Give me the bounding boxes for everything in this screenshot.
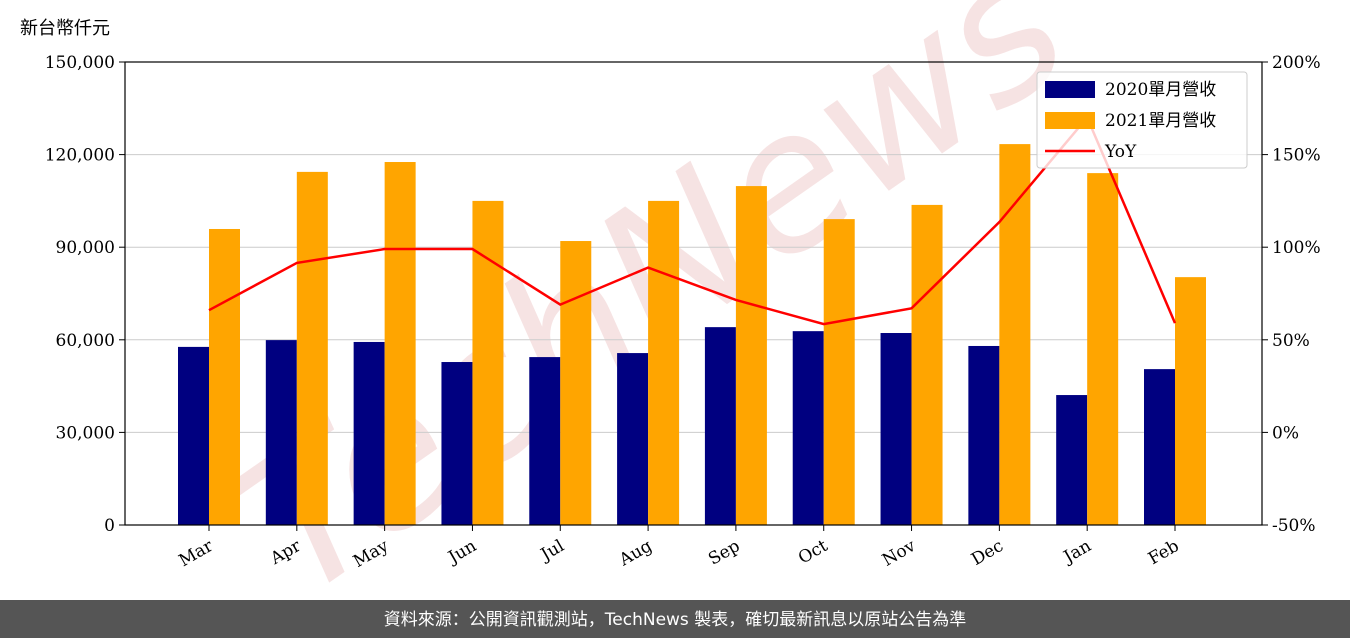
bar (178, 346, 209, 525)
y2-tick-label: 200% (1272, 53, 1321, 73)
x-tick-label: Sep (705, 536, 743, 570)
footer: 資料來源：公開資訊觀測站，TechNews 製表，確切最新訊息以原站公告為準 (384, 610, 966, 630)
bar (617, 353, 649, 525)
y2-tick-label: 50% (1272, 331, 1310, 351)
x-tick-label: Dec (968, 536, 1007, 570)
legend-swatch (1045, 81, 1095, 98)
x-tick-label: Jul (536, 536, 568, 566)
plot-frame (124, 61, 1263, 526)
bar (648, 200, 680, 525)
legend-label: 2020單月營收 (1105, 80, 1216, 100)
x-tick-label: Jan (1059, 536, 1095, 568)
footer-bar (0, 600, 1350, 638)
y-tick-label: 30,000 (56, 423, 115, 443)
bar (353, 341, 385, 525)
y-tick-label: 0 (104, 516, 115, 536)
bar (384, 162, 416, 525)
x-tick-label: Feb (1145, 536, 1183, 569)
bar (968, 345, 1000, 525)
y-tick-label: 90,000 (56, 238, 115, 258)
x-tick-label: Aug (615, 536, 656, 571)
bar (265, 340, 297, 525)
bar (880, 333, 912, 525)
x-tick-label: Nov (879, 536, 919, 571)
y2-tick-label: 0% (1272, 423, 1299, 443)
bar (704, 327, 736, 525)
line (208, 115, 1177, 326)
x-tick-label: Mar (176, 536, 218, 572)
y2-tick-label: 100% (1272, 238, 1321, 258)
bar (1056, 395, 1088, 525)
bar (529, 357, 561, 525)
bar (296, 171, 328, 526)
bar (472, 200, 504, 525)
bar (1087, 173, 1119, 525)
y-tick-label: 60,000 (56, 331, 115, 351)
bar (209, 228, 240, 526)
y-axis-unit: 新台幣仟元 (20, 18, 110, 39)
bar (911, 204, 943, 526)
bar (1144, 369, 1175, 525)
bar (1175, 277, 1206, 525)
legend-label: YoY (1104, 142, 1137, 162)
y2-tick-label: -50% (1272, 516, 1316, 536)
y-tick-label: 120,000 (45, 146, 115, 166)
y2-tick-label: 150% (1272, 146, 1321, 166)
bar (999, 144, 1031, 525)
bar (735, 186, 767, 526)
legend-swatch (1045, 112, 1095, 129)
bar (823, 219, 855, 525)
legend-label: 2021單月營收 (1105, 111, 1216, 131)
bar (560, 241, 592, 525)
y-tick-label: 150,000 (45, 53, 115, 73)
bar (792, 331, 824, 525)
x-tick-label: Oct (795, 536, 831, 569)
bar (441, 362, 473, 525)
